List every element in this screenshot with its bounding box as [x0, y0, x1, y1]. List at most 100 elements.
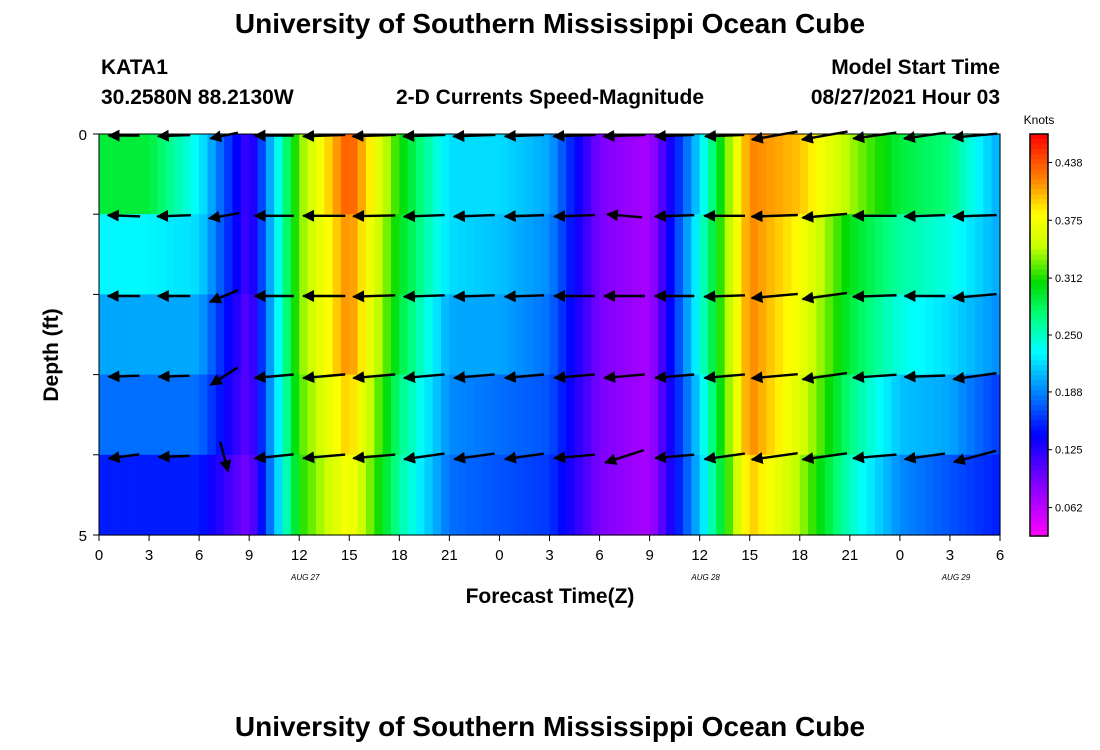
current-arrow [952, 290, 997, 303]
heatmap-cell [974, 294, 984, 376]
heatmap-cell [874, 374, 884, 456]
heatmap-cell [215, 214, 225, 295]
heatmap-cell [374, 294, 384, 376]
heatmap-cell [824, 134, 834, 215]
colorbar-swatch [1030, 259, 1048, 266]
heatmap-cell [941, 454, 951, 536]
current-arrow [208, 288, 239, 304]
heatmap-cell [149, 214, 158, 295]
heatmap-cell [207, 454, 217, 536]
heatmap-cell [858, 294, 868, 376]
heatmap-cell [716, 454, 726, 536]
heatmap-cell [774, 374, 784, 456]
heatmap-cell [249, 294, 259, 376]
colorbar-tick-label: 0.125 [1055, 445, 1083, 457]
heatmap-cell [657, 374, 667, 456]
heatmap-cell [666, 294, 676, 376]
colorbar-swatch [1030, 274, 1048, 281]
heatmap-cell [774, 294, 784, 376]
colorbar-swatch [1030, 480, 1048, 487]
heatmap-cell [207, 294, 217, 376]
colorbar-swatch [1030, 279, 1048, 286]
heatmap-cell [566, 454, 576, 536]
heatmap-cell [516, 214, 526, 295]
heatmap-cell [566, 214, 576, 295]
heatmap-cell [766, 134, 776, 215]
colorbar-swatch [1030, 385, 1048, 391]
heatmap-cell [808, 454, 818, 536]
colorbar-swatch [1030, 370, 1048, 376]
heatmap-cell [816, 214, 826, 295]
current-arrow [503, 290, 545, 303]
heatmap-cell [841, 214, 851, 295]
current-arrow [703, 451, 745, 464]
heatmap-cell [290, 294, 300, 376]
heatmap-cell [491, 294, 501, 376]
heatmap-cell [107, 134, 117, 215]
current-arrow [351, 129, 397, 142]
heatmap-cell [382, 134, 392, 215]
heatmap-cell [591, 134, 601, 215]
colorbar-tick-label: 0.438 [1055, 157, 1083, 169]
heatmap-cell [724, 134, 734, 215]
heatmap-cell [899, 374, 909, 456]
heatmap-cell [582, 214, 592, 295]
x-tick-label: 0 [495, 547, 503, 564]
heatmap-cell [724, 214, 734, 295]
heatmap-cell [115, 454, 125, 536]
colorbar-swatch [1030, 164, 1048, 170]
heatmap-cell [190, 134, 200, 215]
current-arrow [952, 371, 997, 384]
heatmap-cell [616, 134, 626, 215]
heatmap-cell [983, 374, 993, 456]
heatmap-cell [766, 454, 776, 536]
heatmap-cell [274, 374, 284, 456]
heatmap-cell [107, 294, 117, 376]
heatmap-cell [974, 134, 984, 215]
current-arrow [603, 371, 645, 384]
current-arrow [207, 210, 240, 223]
heatmap-cell [374, 454, 384, 536]
heatmap-cell [257, 134, 267, 215]
heatmap-cell [649, 374, 659, 456]
heatmap-cell [399, 214, 409, 295]
heatmap-cell [324, 134, 334, 215]
heatmap-cell [407, 134, 417, 215]
colorbar: Knots 0.438 0.375 0.312 0.250 0.188 0.125 0.062 [1024, 113, 1083, 537]
heatmap-cell [924, 214, 934, 295]
heatmap-cell [632, 294, 642, 376]
heatmap-cell [941, 294, 951, 376]
heatmap-cell [324, 374, 334, 456]
heatmap-cell [140, 454, 150, 536]
heatmap-cell [824, 374, 834, 456]
colorbar-swatch [1030, 375, 1048, 381]
heatmap-cell [808, 374, 818, 456]
heatmap-cell [682, 454, 692, 536]
heatmap-cell [699, 374, 709, 456]
heatmap-cell [974, 214, 984, 295]
heatmap-cell [149, 374, 158, 456]
current-arrow [452, 129, 496, 142]
heatmap-cell [833, 454, 843, 536]
heatmap-cell [966, 374, 976, 456]
heatmap-cell [741, 294, 751, 376]
heatmap-cell [466, 134, 476, 215]
heatmap-cell [457, 214, 467, 295]
heatmap-cell [424, 134, 434, 215]
heatmap-cell [499, 374, 509, 456]
colorbar-swatch [1030, 345, 1048, 351]
heatmap-cell [641, 294, 651, 376]
chart-axes: 0 3 6 9 12 15 18 21 0 3 6 9 12 15 18 21 0 3 6 AUG 27 AUG 28 A… [79, 127, 1005, 582]
heatmap-cell [916, 454, 926, 536]
current-arrow [402, 210, 445, 223]
heatmap-cell [883, 454, 893, 536]
current-arrow [750, 452, 798, 465]
heatmap-cell [858, 374, 868, 456]
heatmap-cell [182, 294, 192, 376]
heatmap-cell [365, 134, 375, 215]
heatmap-cell [265, 214, 275, 295]
heatmap-cell [791, 374, 801, 456]
current-arrow [951, 130, 998, 143]
heatmap-cell [149, 454, 158, 536]
heatmap-cell [691, 134, 701, 215]
